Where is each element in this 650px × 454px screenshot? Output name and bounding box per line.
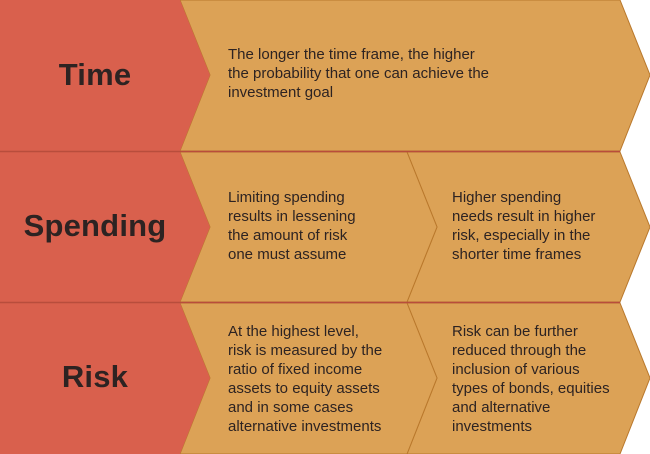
spending-description-limiting: Limiting spending results in lessening t… (228, 189, 356, 263)
risk-description-measured: At the highest level, risk is measured b… (228, 323, 383, 435)
spending-label-chevron (0, 152, 210, 302)
time-label: Time (58, 57, 132, 92)
spending-description-higher: Higher spending needs result in higher r… (452, 189, 596, 263)
time-label-chevron (0, 0, 210, 151)
risk-label: Risk (61, 359, 129, 394)
time-description: The longer the time frame, the higher th… (228, 46, 490, 101)
spending-label: Spending (23, 208, 167, 243)
risk-description-reduced: Risk can be further reduced through the … (452, 323, 610, 435)
risk-label-chevron (0, 303, 210, 454)
